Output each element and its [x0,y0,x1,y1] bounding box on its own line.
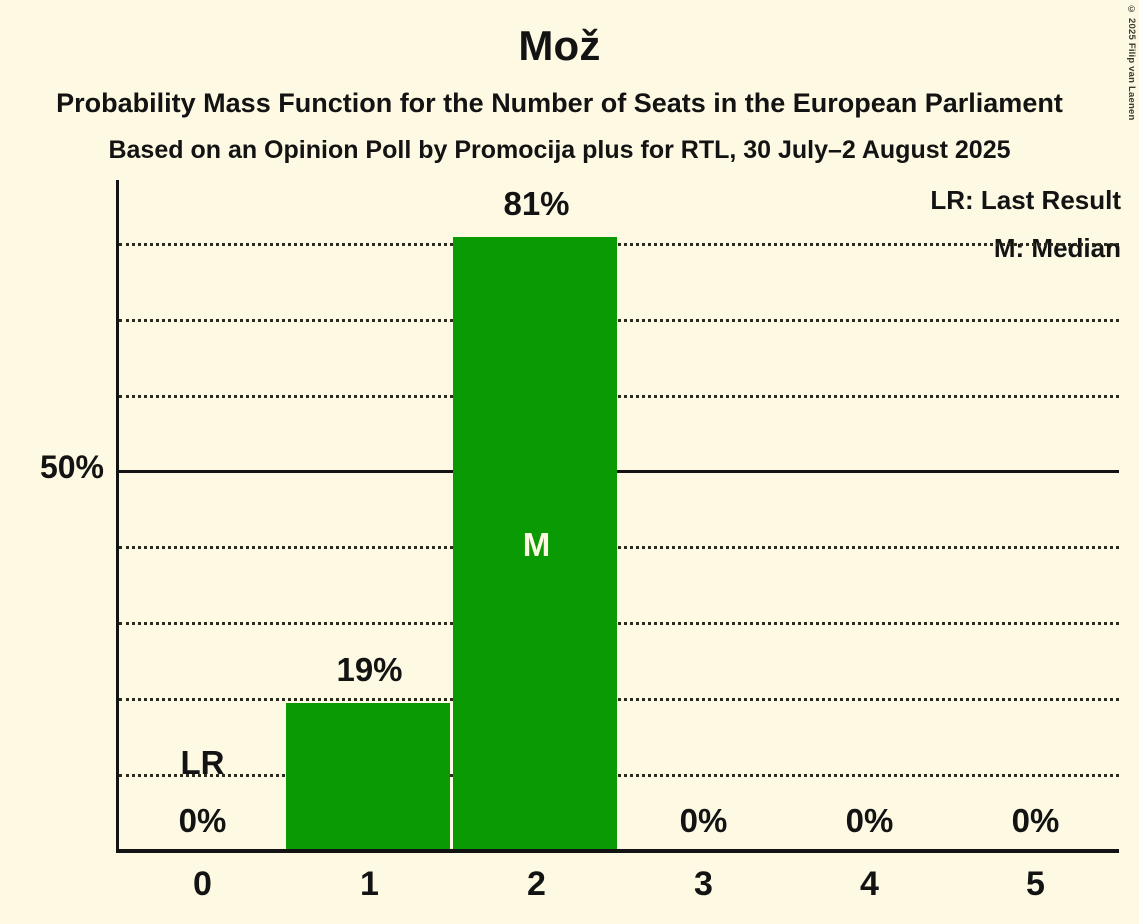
bar-seats-2[interactable] [453,237,617,849]
legend-item-median: M: Median [993,233,1121,263]
gridline-60 [119,395,1119,398]
chart-subtitle-primary: Probability Mass Function for the Number… [56,88,1063,118]
copyright-notice: © 2025 Filip van Laenen [1126,4,1137,121]
gridline-40 [119,546,1119,549]
bar-value-3: 0% [679,802,728,839]
gridline-20 [119,698,1119,701]
gridline-70 [119,319,1119,322]
y-axis-line [116,180,119,849]
marker-last-result: LR [180,744,225,781]
bar-value-4: 0% [845,802,894,839]
y-axis-tick-label-50: 50% [39,449,104,485]
x-axis-tick-label-0: 0 [193,865,212,903]
page-title: Mož [518,22,601,69]
chart-subtitle-secondary: Based on an Opinion Poll by Promocija pl… [108,136,1011,164]
marker-median: M [522,526,551,563]
x-axis-tick-label-2: 2 [527,865,546,903]
bar-seats-1[interactable] [286,703,450,849]
gridline-30 [119,622,1119,625]
bar-value-2: 81% [503,185,570,222]
x-axis-tick-label-1: 1 [360,865,379,903]
bar-value-0: 0% [178,802,227,839]
x-axis-tick-label-4: 4 [860,865,879,903]
x-axis-tick-label-5: 5 [1026,865,1045,903]
x-axis-line [116,849,1119,853]
legend-item-last-result: LR: Last Result [930,185,1121,215]
gridline-80 [119,243,1119,246]
gridline-10 [119,774,1119,777]
x-axis-tick-label-3: 3 [694,865,713,903]
bar-value-1: 19% [336,651,403,688]
bar-value-5: 0% [1011,802,1060,839]
plot-area [116,180,1119,853]
gridline-50-major [116,470,1119,473]
